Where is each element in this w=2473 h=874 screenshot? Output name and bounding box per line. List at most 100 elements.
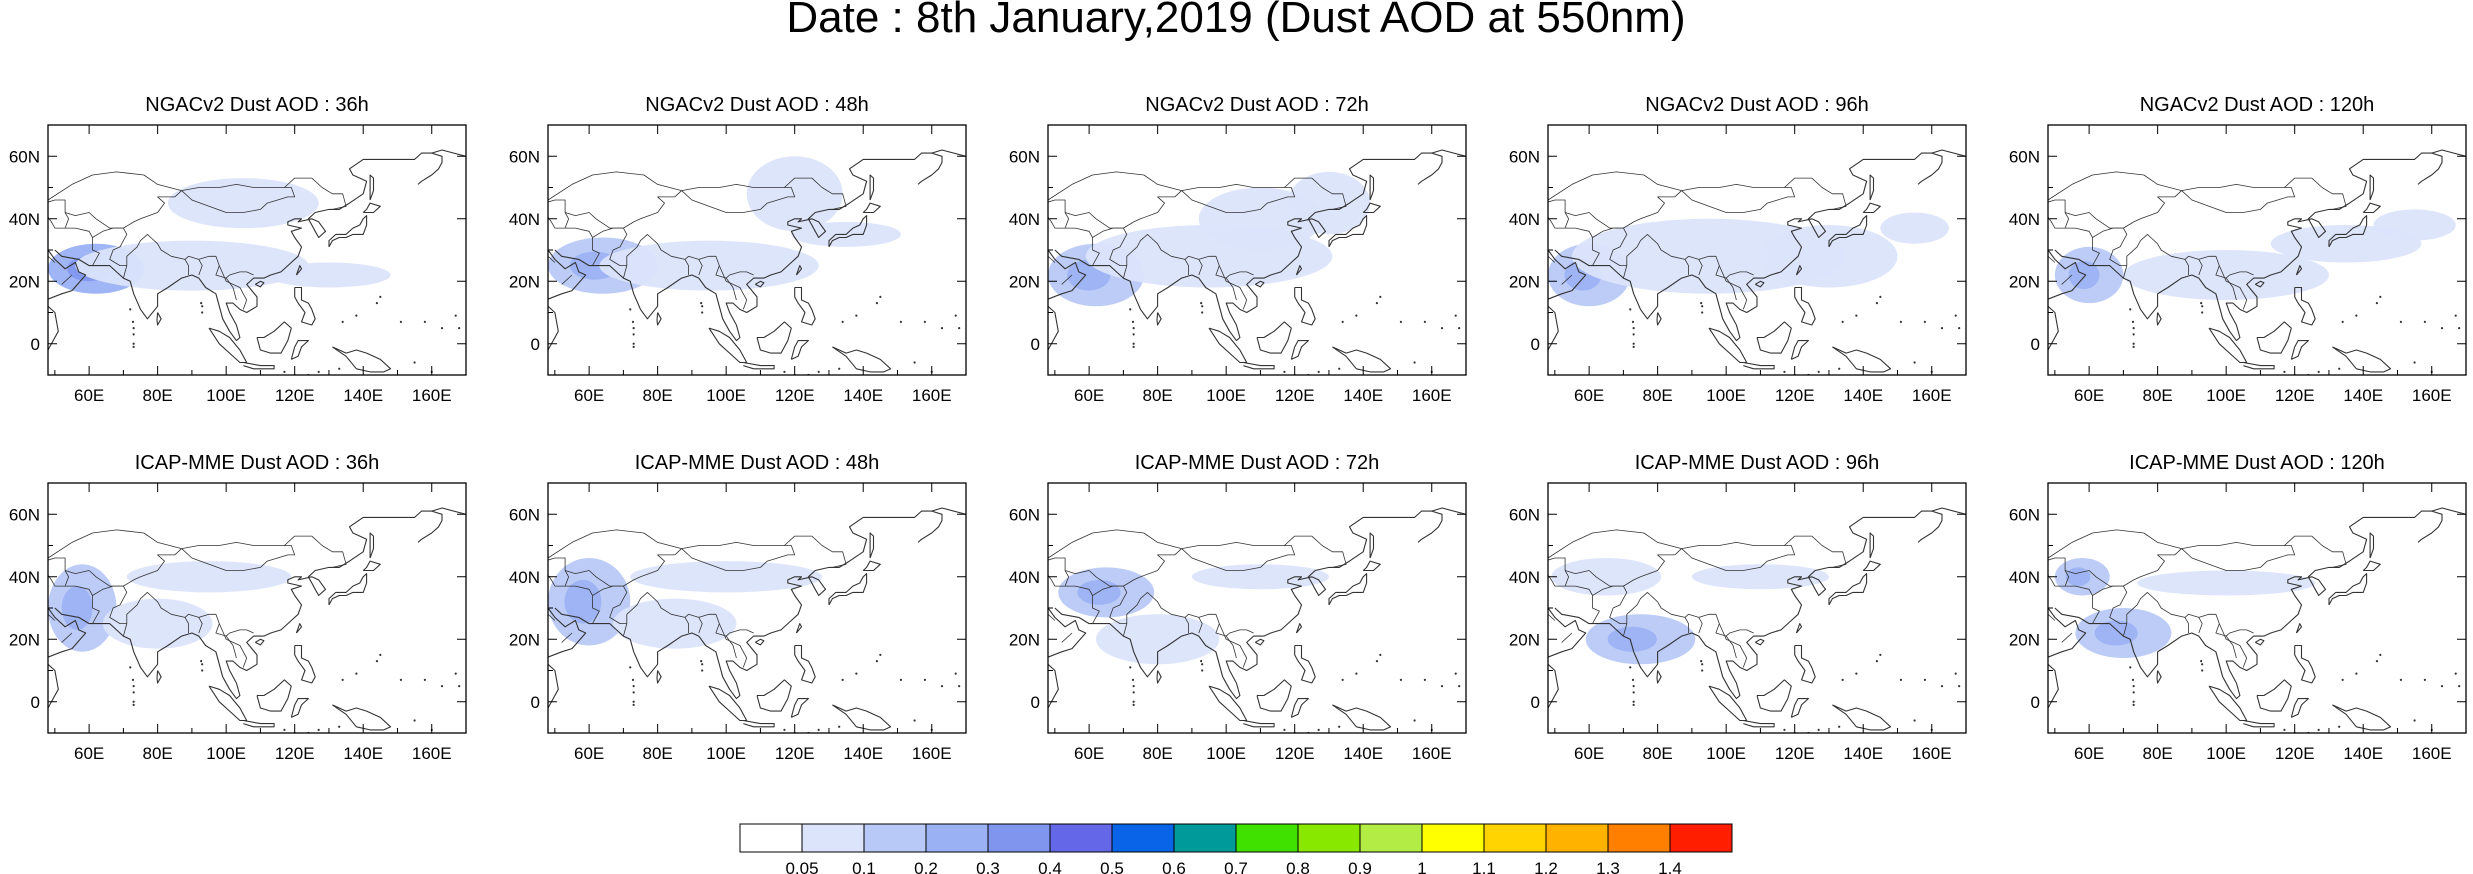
country-border <box>92 585 254 637</box>
island <box>2131 678 2135 681</box>
island <box>1855 672 1858 675</box>
country-border <box>718 623 748 668</box>
island <box>132 342 135 345</box>
island <box>1701 663 1704 666</box>
country-border <box>1123 265 1128 279</box>
coastline <box>2256 679 2292 712</box>
map-panel-icap-mme-96h: ICAP-MME Dust AOD : 96h 60N 40N 20N 0 60E 80E 1… <box>1509 452 1967 763</box>
lon-tick-label: 140E <box>1343 386 1383 405</box>
coastline <box>2054 149 2466 342</box>
panel-title: ICAP-MME Dust AOD : 36h <box>135 452 380 474</box>
coastline <box>255 638 265 646</box>
country-border <box>2181 187 2296 213</box>
country-border <box>1092 227 1254 279</box>
country-border <box>61 274 73 285</box>
panel-title: NGACv2 Dust AOD : 36h <box>145 94 368 116</box>
island <box>1423 320 1426 323</box>
country-border <box>198 617 203 634</box>
coastline <box>1755 638 1765 646</box>
coastline <box>1208 327 1248 364</box>
country-border <box>181 545 296 571</box>
dust-field <box>1287 171 1371 235</box>
coastline <box>548 607 587 658</box>
lat-tick-label: 40N <box>509 568 540 587</box>
country-border <box>684 617 689 633</box>
island <box>341 678 344 681</box>
coastline <box>2255 638 2265 646</box>
lat-tick-label: 60N <box>9 505 40 524</box>
panel-title: NGACv2 Dust AOD : 120h <box>2140 94 2375 116</box>
lat-tick-label: 0 <box>2031 335 2040 354</box>
island <box>2132 342 2135 345</box>
colorbar-label: 0.7 <box>1224 859 1248 874</box>
lat-tick-label: 20N <box>1009 272 1040 291</box>
lon-tick-label: 140E <box>343 386 383 405</box>
coastline <box>832 704 892 731</box>
country-border <box>623 265 628 279</box>
island <box>132 685 135 688</box>
island <box>2131 320 2135 323</box>
island <box>1454 672 1457 675</box>
island <box>701 663 704 666</box>
country-border <box>2181 545 2296 571</box>
lat-tick-label: 0 <box>1531 693 1540 712</box>
island <box>855 672 858 675</box>
lon-tick-label: 80E <box>2143 744 2173 763</box>
country-border <box>623 623 628 637</box>
island <box>375 660 379 663</box>
dust-field <box>746 156 843 232</box>
island <box>1913 719 1916 722</box>
lon-tick-label: 60E <box>2074 744 2104 763</box>
country-border <box>2048 249 2049 251</box>
coastline <box>1832 346 1892 373</box>
island <box>201 311 204 314</box>
lat-tick-label: 0 <box>1531 335 1540 354</box>
island <box>841 678 844 681</box>
lat-tick-label: 20N <box>1509 630 1540 649</box>
island <box>440 327 444 330</box>
map-area <box>2048 149 2466 375</box>
country-border <box>1184 617 1189 633</box>
coastline <box>2048 249 2087 300</box>
island <box>2132 703 2135 706</box>
country-border <box>698 617 703 634</box>
colorbar-label: 1.4 <box>1658 859 1682 874</box>
country-border <box>2225 277 2237 301</box>
island <box>841 320 844 323</box>
dust-core <box>564 579 602 624</box>
coastline <box>832 346 892 373</box>
lat-tick-label: 40N <box>1009 210 1040 229</box>
island <box>2132 333 2135 336</box>
lon-tick-label: 120E <box>1275 386 1315 405</box>
island <box>958 327 961 330</box>
island <box>955 390 957 392</box>
lon-tick-label: 120E <box>1775 744 1815 763</box>
lon-tick-label: 120E <box>2275 386 2315 405</box>
coastline <box>1054 507 1466 700</box>
country-border <box>2123 265 2128 279</box>
country-border <box>1718 265 1748 310</box>
island <box>1838 725 1841 728</box>
dust-field <box>75 240 309 291</box>
country-border <box>2048 557 2070 587</box>
coastline <box>1362 560 1381 572</box>
coastline <box>1328 215 1368 248</box>
country-border <box>725 635 737 659</box>
country-border <box>2048 199 2070 229</box>
lon-tick-label: 80E <box>643 386 673 405</box>
island <box>2399 320 2403 323</box>
coastline <box>1156 670 1162 684</box>
coastline <box>294 644 316 684</box>
coastline <box>1417 152 1443 185</box>
colorbar-swatch <box>801 823 865 853</box>
island <box>283 728 286 731</box>
coastline <box>755 280 765 288</box>
lon-tick-label: 100E <box>1706 386 1746 405</box>
island <box>1701 669 1704 672</box>
island <box>1132 691 1135 694</box>
island <box>1783 370 1786 373</box>
coastline <box>332 704 392 731</box>
coastline <box>862 202 881 214</box>
island <box>2341 320 2344 323</box>
island <box>923 678 926 681</box>
